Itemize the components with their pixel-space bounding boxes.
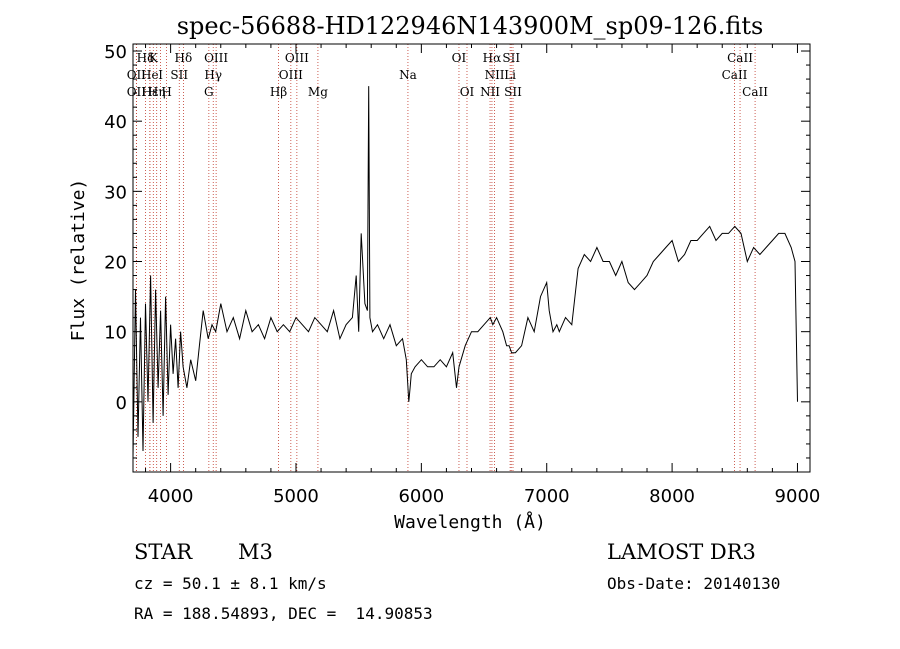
y-tick-label: 50 [104,42,127,63]
y-tick-label: 10 [104,323,127,344]
marker-label: Hδ [137,51,155,65]
marker-label: SII [170,68,188,82]
marker-label: Na [399,68,417,82]
x-tick-label: 7000 [524,486,570,507]
marker-label: K [149,51,159,65]
marker-label: OIII [204,51,228,65]
y-axis-label: Flux (relative) [68,179,89,342]
object-class: STAR [134,540,193,564]
redshift-cz: cz = 50.1 ± 8.1 km/s [134,574,327,593]
marker-label: OIII [285,51,309,65]
x-tick-label: 8000 [649,486,695,507]
survey-name: LAMOST DR3 [607,540,756,564]
marker-label: SII [502,51,520,65]
marker-label: CaII [727,51,753,65]
marker-label: Hδ [175,51,193,65]
marker-label: OI [452,51,467,65]
marker-label: G [204,85,214,99]
x-axis-label: Wavelength (Å) [394,511,546,533]
marker-label: I [158,68,163,82]
marker-label: Hγ [204,68,222,82]
marker-label: NII [480,85,500,99]
spectrum-line [132,86,798,459]
y-tick-label: 40 [104,112,127,133]
marker-label: Hα [483,51,502,65]
y-tick-label: 0 [116,393,127,414]
marker-label: Mg [308,85,328,99]
x-tick-label: 9000 [775,486,821,507]
marker-label: OII [127,85,147,99]
marker-label: CaII [722,68,748,82]
axes: 4000 5000 6000 7000 8000 9000 0 10 20 30 40 50 [104,42,820,507]
observation-date: Obs-Date: 20140130 [607,574,781,593]
marker-label: OIII [279,68,303,82]
marker-label: H [161,85,171,99]
marker-label: NII [485,68,505,82]
x-tick-label: 4000 [148,486,194,507]
marker-label: SII [504,85,522,99]
x-tick-label: 5000 [273,486,319,507]
y-tick-label: 30 [104,182,127,203]
marker-label: Li [504,68,516,82]
plot-frame [132,43,811,473]
chart-title: spec-56688-HD122946N143900M_sp09-126.fit… [177,12,764,40]
marker-label: Hη [148,85,166,99]
object-subclass: M3 [238,540,273,564]
marker-label: Hβ [270,85,287,99]
marker-label: Hε [142,85,159,99]
x-tick-label: 6000 [398,486,444,507]
y-tick-label: 20 [104,253,127,274]
coordinates: RA = 188.54893, DEC = 14.90853 [134,604,433,623]
marker-label: CaII [742,85,768,99]
marker-label: OI [460,85,475,99]
